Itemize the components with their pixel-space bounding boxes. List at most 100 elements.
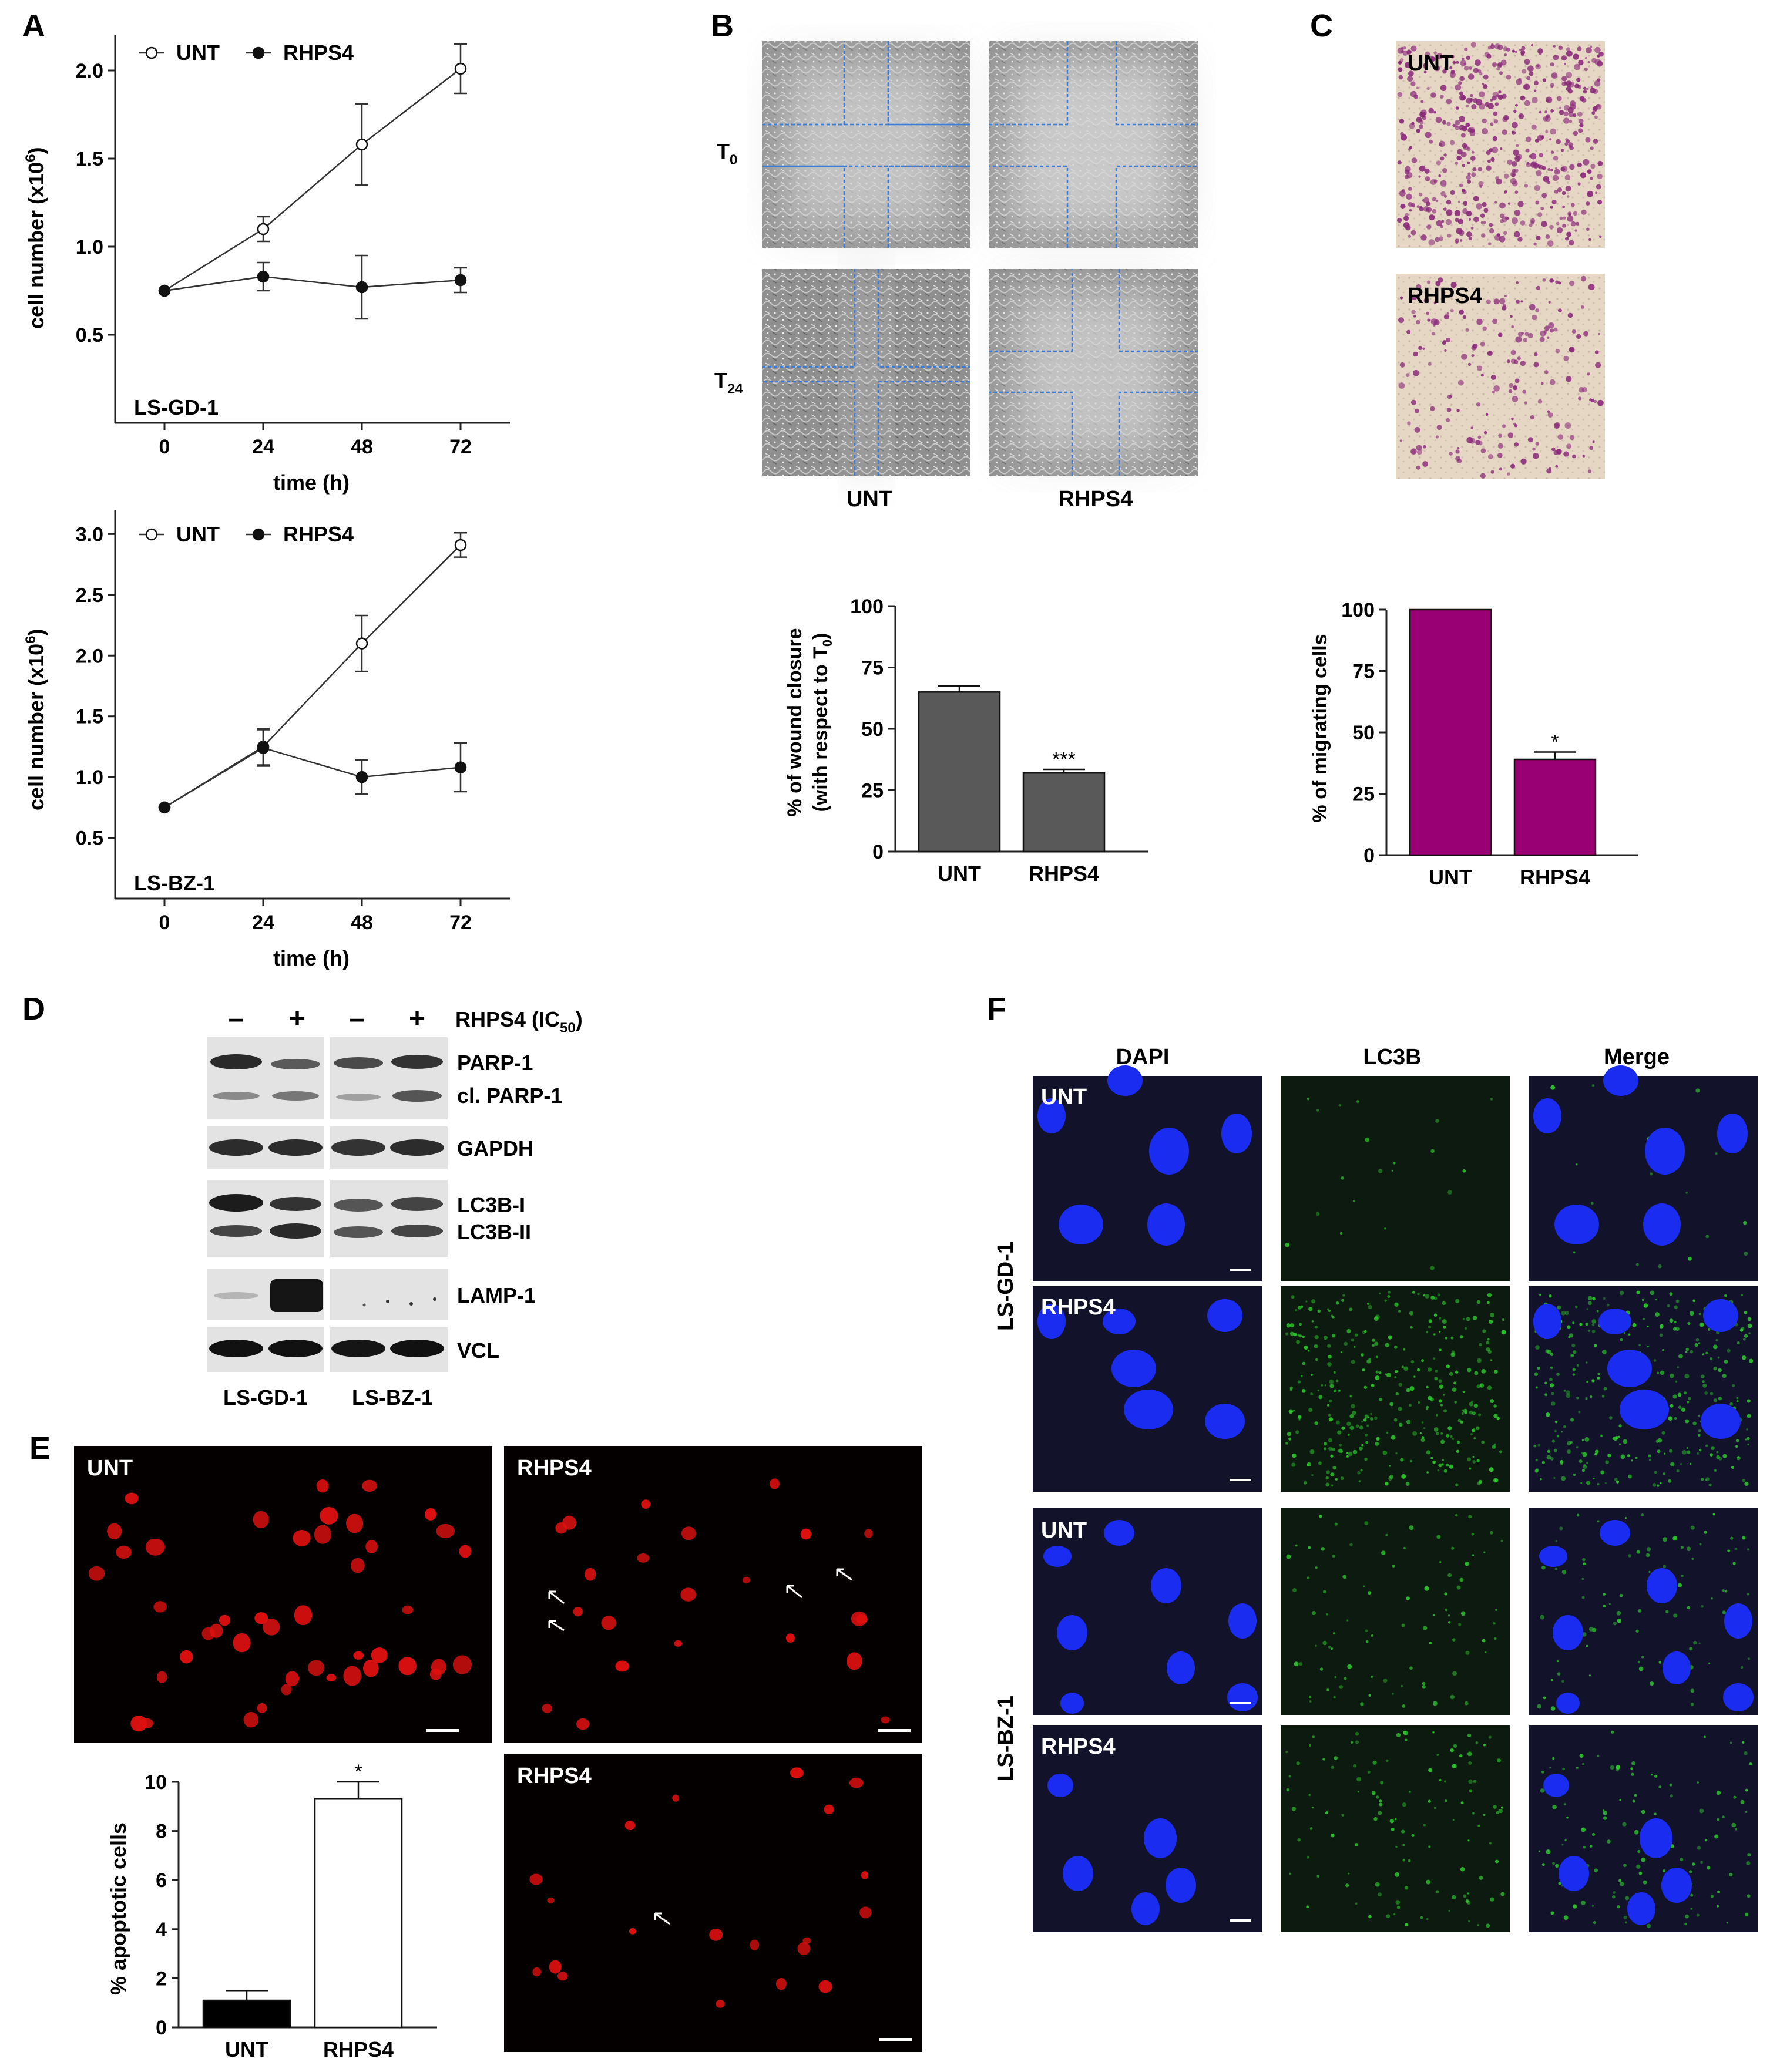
- stained-cell: [1439, 236, 1444, 241]
- lc3b-puncta: [1745, 1788, 1748, 1792]
- dapi-nucleus: [1104, 1520, 1134, 1546]
- nucleus: [346, 1513, 364, 1533]
- lc3b-puncta: [1303, 1481, 1307, 1485]
- stained-cell: [1581, 387, 1587, 393]
- lc3b-puncta: [1573, 1251, 1576, 1254]
- lc3b-puncta: [1387, 1294, 1391, 1299]
- lc3b-puncta: [1351, 1360, 1355, 1364]
- lc3b-puncta: [1468, 1779, 1473, 1784]
- lc3b-puncta: [1717, 1890, 1721, 1893]
- stained-cell: [1563, 111, 1569, 117]
- lc3b-puncta: [1351, 1404, 1355, 1409]
- lc3b-puncta: [1659, 1333, 1663, 1337]
- lc3b-puncta: [1744, 1481, 1749, 1486]
- lc3b-puncta: [1685, 1351, 1688, 1353]
- stained-cell: [1486, 150, 1491, 156]
- chart-a-bottom: cell number (x106) time (h) LS-BZ-1 UNT R…: [23, 510, 510, 970]
- lc3b-puncta: [1726, 1922, 1728, 1924]
- y-tick-label: 8: [156, 1821, 167, 1843]
- lc3b-puncta: [1455, 1483, 1459, 1486]
- legend-label: RHPS4: [283, 522, 354, 546]
- stained-cell: [1566, 376, 1572, 382]
- lc3b-puncta: [1409, 1459, 1413, 1463]
- stained-cell: [1577, 46, 1582, 52]
- lc3b-puncta: [1474, 1371, 1479, 1375]
- dapi-nucleus: [1166, 1868, 1196, 1903]
- lc3b-puncta: [1388, 1291, 1391, 1294]
- nucleus: [363, 1659, 379, 1677]
- lc3b-puncta: [1426, 1405, 1429, 1409]
- lc3b-puncta: [1374, 1416, 1378, 1420]
- stained-cell: [1579, 123, 1584, 128]
- stained-cell: [1459, 310, 1464, 315]
- stained-cell: [1425, 176, 1430, 181]
- lc3b-puncta: [1460, 1867, 1465, 1872]
- lc3b-puncta: [1563, 1915, 1569, 1920]
- lc3b-puncta: [1393, 1913, 1396, 1916]
- c-img-label-rhps4: RHPS4: [1408, 284, 1482, 308]
- lc3b-puncta: [1594, 1449, 1599, 1454]
- lc3b-puncta: [1699, 1808, 1704, 1814]
- lc3b-puncta: [1541, 1771, 1544, 1774]
- stained-cell: [1569, 347, 1575, 353]
- lc3b-puncta: [1401, 1829, 1405, 1834]
- lc3b-puncta: [1691, 1558, 1694, 1560]
- lc3b-puncta: [1550, 1366, 1553, 1370]
- stained-cell: [1576, 78, 1581, 82]
- stained-cell: [1502, 305, 1507, 311]
- nucleus: [293, 1529, 311, 1546]
- stained-cell: [1430, 318, 1438, 325]
- stained-cell: [1465, 122, 1470, 127]
- stained-cell: [1537, 212, 1543, 217]
- lc3b-puncta: [1686, 1447, 1688, 1449]
- stained-cell: [1555, 465, 1559, 468]
- lc3b-puncta: [1285, 1242, 1290, 1247]
- stained-cell: [1399, 439, 1402, 442]
- stained-cell: [1597, 332, 1600, 335]
- stained-cell: [1476, 365, 1483, 371]
- stained-cell: [1485, 413, 1489, 416]
- lc3b-puncta: [1636, 1550, 1640, 1554]
- lc3b-puncta: [1328, 1414, 1331, 1417]
- lc3b-puncta: [1585, 1322, 1589, 1326]
- lc3b-puncta: [1549, 1294, 1552, 1298]
- lc3b-puncta: [1596, 1310, 1599, 1313]
- lc3b-puncta: [1619, 1593, 1623, 1597]
- lc3b-puncta: [1663, 1565, 1667, 1568]
- confocal-image: [1281, 1286, 1510, 1492]
- lc3b-puncta: [1440, 1432, 1443, 1435]
- lc3b-puncta: [1588, 1627, 1594, 1632]
- lc3b-puncta: [1447, 1621, 1451, 1624]
- lc3b-puncta: [1391, 1435, 1396, 1440]
- lc3b-puncta: [1534, 1372, 1539, 1377]
- lc3b-puncta: [1498, 1808, 1503, 1814]
- nucleus: [219, 1614, 230, 1626]
- stained-cell: [1516, 300, 1520, 304]
- stained-cell: [1482, 128, 1489, 134]
- lc3b-puncta: [1317, 1389, 1319, 1392]
- lc3b-puncta: [1366, 1302, 1370, 1306]
- lc3b-puncta: [1337, 1430, 1342, 1435]
- lc3b-puncta: [1381, 1550, 1386, 1555]
- apoptosis-image-rhps4-2: RHPS4: [504, 1754, 922, 2052]
- stained-cell: [1578, 118, 1584, 124]
- lc3b-puncta: [1646, 1547, 1651, 1552]
- stained-cell: [1535, 308, 1540, 313]
- lc3b-puncta: [1467, 1367, 1472, 1373]
- dapi-nucleus: [1543, 1774, 1569, 1797]
- lc3b-puncta: [1638, 1609, 1642, 1613]
- dapi-nucleus: [1640, 1818, 1672, 1858]
- lc3b-puncta: [1572, 1368, 1576, 1371]
- lc3b-puncta: [1309, 1827, 1313, 1830]
- nucleus: [88, 1566, 105, 1581]
- lc3b-puncta: [1351, 1338, 1354, 1342]
- stained-cell: [1597, 173, 1603, 180]
- b-row-label-t0: T0: [717, 139, 737, 168]
- lc3b-puncta: [1366, 1359, 1371, 1364]
- stained-cell: [1428, 362, 1432, 366]
- stained-cell: [1466, 174, 1471, 180]
- legend-marker: [252, 46, 265, 59]
- lc3b-puncta: [1459, 1754, 1463, 1758]
- y-tick-label: 0: [872, 841, 884, 863]
